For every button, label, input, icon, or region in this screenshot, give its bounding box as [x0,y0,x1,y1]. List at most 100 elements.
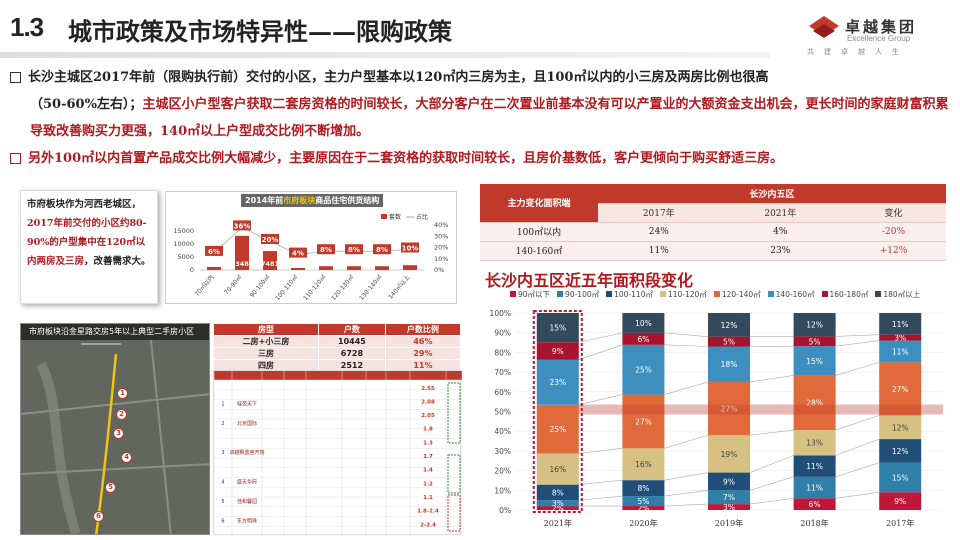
logo-en: Excellence Group [847,34,911,43]
segment-label: 12% [892,423,909,432]
project-name: 卓越枫蓝宫开馆 [229,449,264,456]
table-row: 140-160㎡ 11% 23% +12% [480,241,946,261]
connector-line [664,503,709,507]
connector-line [749,455,794,473]
table-header: 房型 [212,323,320,336]
segment-label: 15% [892,473,909,482]
segment-label: 11% [892,347,909,356]
detail-value: 1.8 [423,427,433,433]
y2-tick-label: 0% [434,266,444,274]
legend-swatch [821,291,828,297]
map-caption: 市府板块沿金星路交房5年以上典型二手房小区 [21,324,209,340]
connector-line [664,490,709,497]
stacked-chart-legend: 90㎡以下 90-100㎡ 100-110㎡ 110-120㎡ 120-140㎡ 140-… [510,289,920,300]
stack-segment [536,506,579,510]
segment-label: 6% [637,335,649,344]
x-tick-label: 110-120㎡ [301,273,327,302]
legend-swatch [557,291,564,297]
segment-label: 12% [892,447,909,456]
project-index: 5 [221,499,224,505]
note-line-1: 市府板块作为河西老城区， [27,199,142,210]
bullet-2: 另外100㎡以内首置产品成交比例大幅减少，主要原因在于二套资格的获取时间较长，且… [10,145,955,172]
stack-segment [536,500,579,507]
y-tick-label: 80% [494,348,511,357]
stack-segment [622,394,665,449]
connector-line [578,394,623,405]
x-tick-label: 2018年 [800,518,828,528]
table-cell: 11% [384,359,462,372]
table-cell: 29% [384,347,462,360]
legend-label: 100-110㎡ [614,290,653,299]
x-tick-label: 2020年 [629,518,657,528]
stack-segment [879,462,922,493]
segment-label: 3% [894,334,906,343]
table-cell: 2512 [318,359,386,372]
pct-label: 8% [376,246,388,254]
detail-value: 1.4 [423,468,433,474]
map-marker: 2 [116,409,127,420]
legend-label: 90-100㎡ [565,290,600,299]
pct-label-box [233,220,251,231]
segment-label: 2% [552,504,564,513]
bar [291,267,305,270]
map-marker: 6 [93,511,104,522]
detail-value: 1.3 [423,440,433,446]
pct-label: 8% [320,246,332,254]
bullet-1: 长沙主城区2017年前（限购执行前）交付的小区，主力户型基本以120㎡内三房为主… [10,64,955,91]
legend-swatch [875,291,882,297]
bar [319,266,333,270]
connector-line [578,479,623,485]
map-image [21,324,209,534]
segment-label: 11% [806,484,823,493]
logo-mark-icon [809,16,839,38]
stack-segment [622,480,665,497]
segment-label: 5% [723,338,735,347]
connector-line [835,462,880,478]
highlight-band [578,404,943,415]
legend-item: 100-110㎡ [606,289,653,300]
detail-value: 2.55 [421,386,435,392]
legend-item: 90-100㎡ [557,289,599,300]
stack-segment [536,484,579,501]
stack-segment [622,344,665,395]
map-marker: 1 [117,388,128,399]
segment-label: 6% [809,500,821,509]
legend-label: 套数 [389,213,401,221]
segment-label: 7% [723,493,735,502]
stack-segment [793,336,836,347]
project-index: 1 [221,401,224,407]
table-row: 三房 6728 29% [212,347,462,360]
chart-title-suffix: 商品住宅供货结构 [315,196,380,205]
company-logo: 卓越集团 Excellence Group 共建卓越人生 [805,14,945,58]
note-line-2: 2017年前交付的小区约80-90%的户型集中在120㎡以内两房及三房 [27,218,147,267]
pct-label-box [261,234,279,244]
segment-label: 5% [637,497,649,506]
chart-title-prefix: 2014年前 [245,196,284,205]
legend-item: 120-140㎡ [713,289,761,300]
y2-tick-label: 10% [434,255,448,263]
table-header: 变化 [841,203,946,223]
stack-segment [793,313,836,337]
detail-value: 2-2.4 [420,522,436,528]
bar-chart-svg: 套数 占比 15000 10000 5000 0 40% 30% 20% 10% 0% 70㎡以内 13… [173,213,448,302]
connector-line [664,434,709,449]
stack-segment [879,439,922,463]
connector-line [749,375,794,383]
y-tick-label: 90% [494,329,511,338]
bullet-square-icon [10,72,21,83]
stack-segment [536,404,579,454]
segment-label: 13% [806,439,823,448]
x-tick-label: 140㎡以上 [386,273,411,301]
segment-label: 12% [721,321,738,330]
segment-label: 15% [806,357,823,366]
table-header: 2017年 [598,203,720,223]
segment-label: 15% [549,324,566,333]
table-header: 户数比例 [384,323,462,336]
table-row: 二房+小三房 10445 46% [212,335,462,348]
segment-label: 2% [637,504,649,513]
stack-segment [536,342,579,360]
pct-label-box [373,244,391,255]
bar [235,235,249,270]
chart-title-highlight: 市府板块 [283,196,316,205]
stack-segment [879,362,922,416]
